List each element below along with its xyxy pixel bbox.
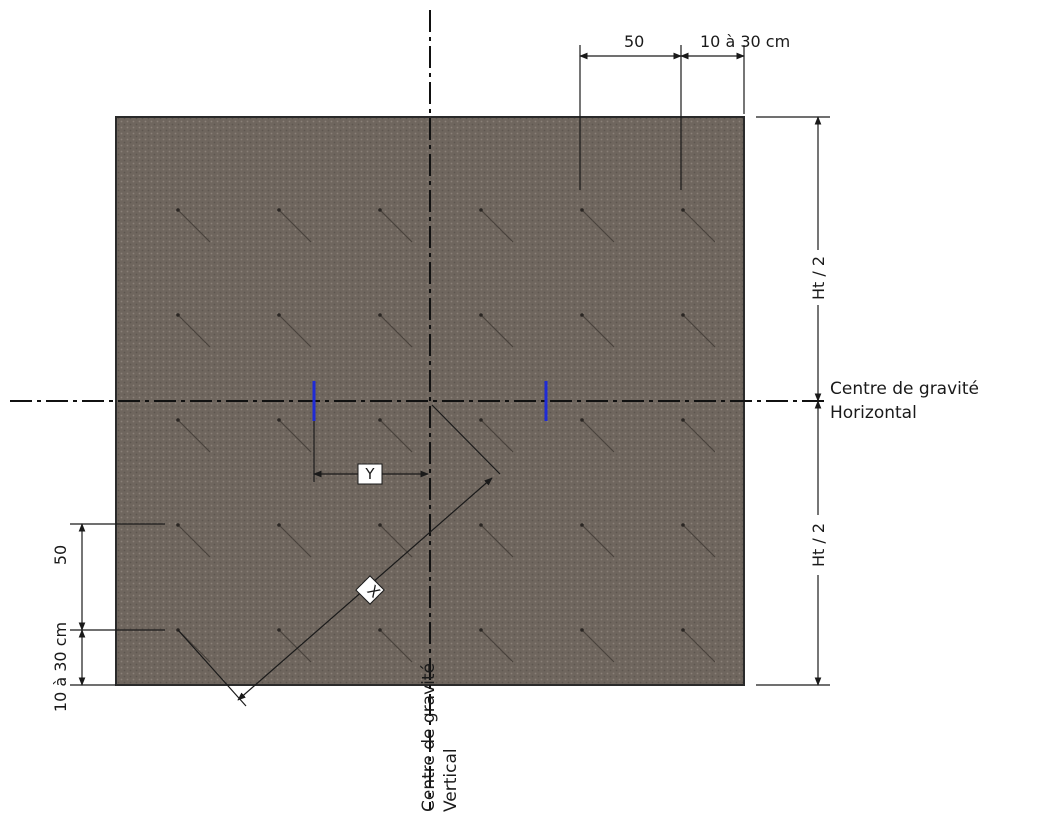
anchor-point — [378, 628, 382, 632]
anchor-point — [479, 628, 483, 632]
anchor-stroke — [581, 629, 615, 663]
anchor-point — [681, 418, 685, 422]
anchor-stroke — [177, 209, 211, 243]
anchor-stroke — [480, 314, 514, 348]
anchor-point — [681, 208, 685, 212]
half-height-top-label: Ht / 2 — [809, 256, 828, 300]
cg-vertical-label-1: Centre de gravité — [419, 663, 439, 812]
anchor-stroke — [581, 419, 615, 453]
top-dimension: 50 10 à 30 cm — [579, 32, 790, 190]
anchor-point — [176, 208, 180, 212]
anchor-stroke — [480, 419, 514, 453]
anchor-point — [681, 313, 685, 317]
anchor-stroke — [177, 419, 211, 453]
anchor-point — [176, 523, 180, 527]
anchor-stroke — [177, 524, 211, 558]
anchor-stroke — [177, 314, 211, 348]
anchor-stroke — [682, 629, 716, 663]
right-dimension: Ht / 2 Ht / 2 Centre de gravité Horizont… — [756, 116, 979, 686]
anchor-stroke — [581, 209, 615, 243]
anchor-point — [479, 208, 483, 212]
top-edge-label: 10 à 30 cm — [700, 32, 790, 51]
anchor-stroke — [278, 209, 312, 243]
anchor-point — [580, 628, 584, 632]
anchor-point — [277, 628, 281, 632]
anchor-stroke — [379, 419, 413, 453]
anchor-point — [479, 313, 483, 317]
anchor-point — [580, 418, 584, 422]
top-spacing-label: 50 — [624, 32, 644, 51]
anchor-point — [176, 418, 180, 422]
anchor-point — [378, 208, 382, 212]
half-height-bottom-label: Ht / 2 — [809, 523, 828, 567]
anchor-stroke — [581, 524, 615, 558]
anchor-point — [277, 313, 281, 317]
left-edge-label: 10 à 30 cm — [51, 622, 70, 712]
anchor-point — [681, 523, 685, 527]
anchor-point — [479, 418, 483, 422]
anchor-point — [176, 313, 180, 317]
cg-vertical-label-2: Vertical — [441, 748, 461, 812]
anchor-point — [681, 628, 685, 632]
anchor-point — [378, 313, 382, 317]
anchor-stroke — [682, 419, 716, 453]
anchor-stroke — [581, 314, 615, 348]
anchor-stroke — [379, 314, 413, 348]
anchor-point — [378, 523, 382, 527]
anchor-stroke — [278, 419, 312, 453]
cg-horizontal-label-1: Centre de gravité — [830, 379, 979, 399]
anchor-stroke — [480, 209, 514, 243]
anchor-point — [277, 208, 281, 212]
anchor-point — [277, 523, 281, 527]
anchor-point — [580, 208, 584, 212]
anchor-point — [277, 418, 281, 422]
anchor-point — [580, 313, 584, 317]
anchor-stroke — [682, 524, 716, 558]
anchor-stroke — [278, 314, 312, 348]
anchor-point — [479, 523, 483, 527]
left-spacing-label: 50 — [51, 545, 70, 565]
anchor-point — [378, 418, 382, 422]
anchor-stroke — [682, 314, 716, 348]
anchor-point — [580, 523, 584, 527]
anchor-stroke — [379, 209, 413, 243]
left-dimension: 50 10 à 30 cm — [51, 523, 165, 712]
y-label: Y — [364, 465, 375, 483]
cg-horizontal-label-2: Horizontal — [830, 403, 917, 423]
anchor-stroke — [682, 209, 716, 243]
